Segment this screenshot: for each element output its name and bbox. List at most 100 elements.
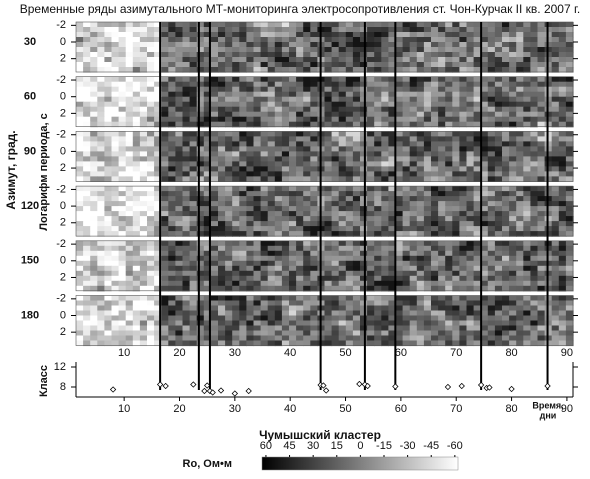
heatmap-cell xyxy=(494,216,503,222)
heatmap-cell xyxy=(168,171,176,177)
heatmap-cell xyxy=(537,265,546,272)
heatmap-cell xyxy=(360,280,368,287)
heatmap-cell xyxy=(338,315,347,322)
heatmap-cell xyxy=(260,245,269,252)
heatmap-cell xyxy=(466,310,475,317)
heatmap-cell xyxy=(274,330,283,337)
heatmap-cell xyxy=(97,121,105,128)
heatmap-cell xyxy=(487,91,496,98)
heatmap-cell xyxy=(565,52,574,58)
heatmap-cell xyxy=(381,67,389,73)
heatmap-cell xyxy=(132,57,141,63)
heatmap-cell xyxy=(331,191,340,197)
heatmap-cell xyxy=(139,27,148,33)
heatmap-panel xyxy=(76,22,574,73)
heatmap-cell xyxy=(395,86,404,93)
heatmap-cell xyxy=(324,86,333,93)
heatmap-cell xyxy=(232,330,240,337)
heatmap-cell xyxy=(509,216,517,222)
heatmap-cell xyxy=(132,270,141,277)
heatmap-cell xyxy=(487,47,496,53)
heatmap-cell xyxy=(381,161,389,167)
heatmap-cell xyxy=(281,221,290,227)
heatmap-cell xyxy=(445,151,453,157)
heatmap-cell xyxy=(473,22,482,28)
heatmap-cell xyxy=(409,206,418,212)
heatmap-cell xyxy=(409,340,418,347)
heatmap-cell xyxy=(161,141,169,147)
heatmap-cell xyxy=(189,226,198,232)
heatmap-cell xyxy=(551,305,560,312)
heatmap-cell xyxy=(296,121,304,128)
heatmap-cell xyxy=(97,201,105,207)
heatmap-cell xyxy=(139,216,148,222)
heatmap-cell xyxy=(395,196,404,202)
heatmap-cell xyxy=(260,141,269,147)
heatmap-cell xyxy=(97,226,105,232)
heatmap-cell xyxy=(232,186,240,192)
heatmap-cell xyxy=(139,305,148,312)
heatmap-cell xyxy=(253,62,262,68)
heatmap-cell xyxy=(381,340,389,347)
heatmap-cell xyxy=(168,191,176,197)
heatmap-cell xyxy=(253,52,262,58)
heatmap-cell xyxy=(409,320,418,327)
heatmap-cell xyxy=(558,32,567,38)
heatmap-cell xyxy=(104,141,113,147)
heatmap-cell xyxy=(565,96,574,103)
heatmap-cell xyxy=(161,57,169,63)
heatmap-cell xyxy=(402,240,411,247)
heatmap-cell xyxy=(558,136,567,142)
heatmap-cell xyxy=(161,191,169,197)
heatmap-cell xyxy=(225,96,233,103)
heatmap-cell xyxy=(558,42,567,48)
heatmap-cell xyxy=(175,176,184,182)
heatmap-cell xyxy=(352,146,361,152)
heatmap-cell xyxy=(360,191,368,197)
heatmap-cell xyxy=(502,216,510,222)
heatmap-cell xyxy=(388,260,397,267)
heatmap-cell xyxy=(487,335,496,342)
heatmap-cell xyxy=(253,221,262,227)
heatmap-cell xyxy=(452,191,460,197)
heatmap-cell xyxy=(161,37,169,43)
heatmap-cell xyxy=(225,221,233,227)
heatmap-cell xyxy=(516,211,524,217)
heatmap-cell xyxy=(246,52,255,58)
heatmap-cell xyxy=(523,156,531,162)
heatmap-cell xyxy=(509,131,517,137)
heatmap-cell xyxy=(516,320,524,327)
heatmap-cell xyxy=(196,91,205,98)
heatmap-cell xyxy=(345,52,354,58)
heatmap-cell xyxy=(431,121,439,128)
heatmap-cell xyxy=(260,325,269,332)
heatmap-cell xyxy=(281,57,290,63)
heatmap-cell xyxy=(83,37,91,43)
heatmap-cell xyxy=(196,121,205,128)
heatmap-cell xyxy=(360,37,368,43)
heatmap-cell xyxy=(452,196,460,202)
heatmap-cell xyxy=(438,211,446,217)
heatmap-cell xyxy=(125,310,134,317)
heatmap-cell xyxy=(111,285,120,292)
heatmap-cell xyxy=(480,67,489,73)
heatmap-cell xyxy=(104,76,113,83)
heatmap-cell xyxy=(104,32,113,38)
heatmap-cell xyxy=(565,226,574,232)
heatmap-cell xyxy=(154,206,162,212)
heatmap-cell xyxy=(360,96,368,103)
heatmap-cell xyxy=(289,161,297,167)
heatmap-cell xyxy=(147,166,155,172)
heatmap-cell xyxy=(147,131,155,137)
heatmap-cell xyxy=(381,76,389,83)
heatmap-cell xyxy=(274,156,283,162)
heatmap-cell xyxy=(352,57,361,63)
heatmap-cell xyxy=(90,32,98,38)
heatmap-cell xyxy=(487,22,496,28)
heatmap-cell xyxy=(338,151,347,157)
heatmap-cell xyxy=(274,146,283,152)
heatmap-cell xyxy=(331,275,340,282)
heatmap-cell xyxy=(324,57,333,63)
heatmap-cell xyxy=(537,240,546,247)
heatmap-cell xyxy=(218,86,226,93)
